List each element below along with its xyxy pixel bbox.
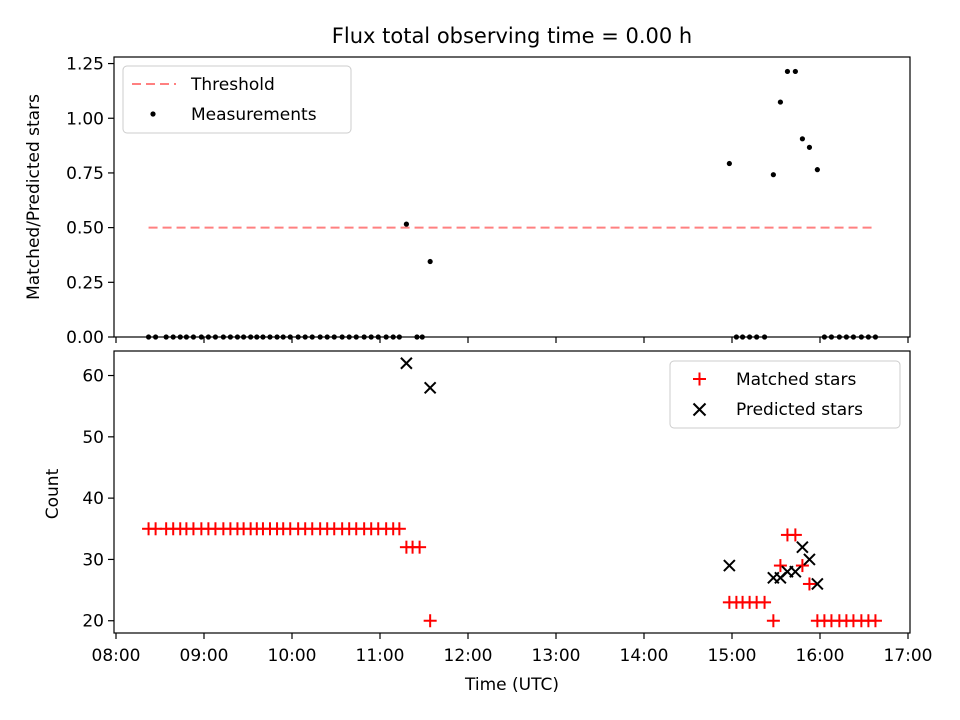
measurement-point (403, 221, 409, 227)
predicted-star-point (400, 357, 413, 370)
ratio-y-axis: 0.00 0.25 0.50 0.75 1.00 1.25 (66, 55, 114, 348)
count-plot-frame (113, 350, 911, 634)
ratio-y-tick-label: 0.75 (66, 164, 104, 184)
count-panel: 20 30 40 50 60 08:00 09:00 10:00 11:00 12:00 13:0… (43, 350, 933, 695)
count-x-tick-label: 13:00 (532, 646, 581, 666)
chart-title: Flux total observing time = 0.00 h (332, 24, 692, 48)
count-x-tick-label: 15:00 (708, 646, 757, 666)
measurement-point (770, 172, 776, 178)
x-axis-label: Time (UTC) (464, 675, 559, 695)
count-x-tick-label: 17:00 (884, 646, 933, 666)
measurement-point (814, 167, 820, 173)
legend-predicted-swatch (692, 402, 707, 417)
matched-star-point (802, 577, 816, 591)
ratio-y-tick-label: 1.00 (66, 109, 104, 129)
legend-matched-swatch (693, 372, 706, 386)
legend-matched-label: Matched stars (736, 370, 856, 390)
measurement-point (777, 99, 784, 105)
ratio-y-tick-label: 0.50 (66, 219, 104, 239)
count-x-tick-label: 11:00 (356, 646, 405, 666)
count-x-tick-label: 12:00 (444, 646, 493, 666)
count-y-tick-label: 20 (82, 612, 104, 632)
legend-measurements-swatch (150, 111, 156, 117)
count-y-axis-label: Count (43, 468, 63, 519)
count-x-axis: 08:00 09:00 10:00 11:00 12:00 13:00 14:00 15:00… (92, 633, 933, 666)
count-x-tick-label: 09:00 (180, 646, 229, 666)
legend-threshold-label: Threshold (190, 75, 275, 95)
measurement-point (799, 136, 806, 142)
predicted-star-point (803, 553, 816, 566)
matched-star-point (392, 522, 406, 536)
count-legend: Matched stars Predicted stars (669, 360, 901, 429)
count-x-tick-label: 10:00 (268, 646, 317, 666)
predicted-star-point (789, 565, 802, 578)
count-y-tick-label: 30 (82, 550, 104, 570)
count-points-layer (142, 357, 882, 628)
ratio-y-tick-label: 0.25 (66, 273, 104, 293)
measurement-point (427, 258, 433, 265)
count-y-tick-label: 60 (82, 367, 104, 387)
legend-predicted-label: Predicted stars (736, 400, 863, 420)
measurement-point (784, 68, 791, 75)
ratio-legend: Threshold Measurements (122, 65, 352, 134)
count-x-tick-label: 14:00 (620, 646, 669, 666)
ratio-x-ticks (115, 337, 909, 343)
ratio-panel: 0.00 0.25 0.50 0.75 1.00 1.25 Matched/Predict… (24, 55, 911, 348)
matched-star-point (758, 595, 772, 609)
ratio-y-axis-label: Matched/Predicted stars (24, 94, 44, 300)
ratio-y-tick-label: 1.25 (66, 55, 104, 75)
measurement-point (806, 144, 813, 150)
count-legend-box (669, 360, 901, 429)
legend-measurements-label: Measurements (191, 105, 317, 125)
predicted-star-point (811, 577, 824, 591)
ratio-legend-box (122, 65, 352, 134)
ratio-plot-frame (113, 56, 911, 338)
matched-star-point (413, 540, 427, 554)
matched-star-point (788, 528, 802, 542)
predicted-star-point (796, 540, 809, 554)
measurement-point (792, 68, 798, 75)
count-x-tick-label: 16:00 (796, 646, 845, 666)
count-y-tick-label: 50 (82, 428, 104, 448)
matched-star-point (773, 559, 787, 573)
count-y-tick-label: 40 (82, 489, 104, 509)
matched-star-point (766, 614, 780, 628)
predicted-star-point (423, 381, 437, 394)
matched-star-point (795, 559, 809, 573)
ratio-y-tick-label: 0.00 (66, 328, 104, 348)
matched-star-point (868, 614, 882, 628)
predicted-star-point (723, 559, 736, 572)
count-y-axis: 20 30 40 50 60 (82, 367, 114, 632)
matched-star-point (423, 614, 437, 628)
count-x-tick-label: 08:00 (92, 646, 141, 666)
measurement-point (726, 160, 732, 167)
